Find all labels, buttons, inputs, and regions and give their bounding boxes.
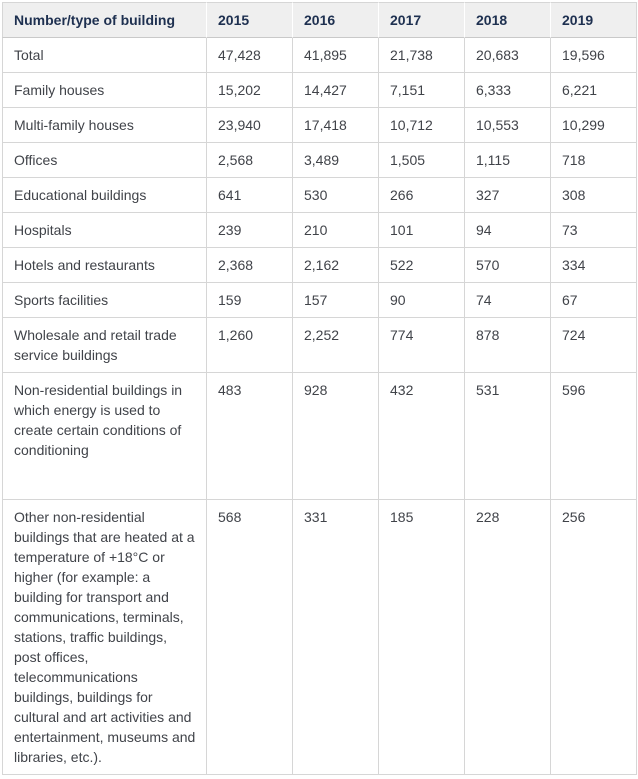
value-cell: 2,368	[207, 248, 293, 283]
row-label: Wholesale and retail trade service build…	[2, 318, 207, 373]
table-body: Total 47,428 41,895 21,738 20,683 19,596 Famil…	[2, 38, 637, 775]
value-cell: 928	[293, 373, 379, 500]
table-row: Total 47,428 41,895 21,738 20,683 19,596	[2, 38, 637, 73]
value-cell: 23,940	[207, 108, 293, 143]
value-cell: 596	[551, 373, 637, 500]
value-cell: 256	[551, 500, 637, 775]
table-row: Other non-residential buildings that are…	[2, 500, 637, 775]
value-cell: 2,252	[293, 318, 379, 373]
table-row: Multi-family houses 23,940 17,418 10,712 10,…	[2, 108, 637, 143]
table-row: Offices 2,568 3,489 1,505 1,115 718	[2, 143, 637, 178]
row-label: Hotels and restaurants	[2, 248, 207, 283]
header-cell-2017: 2017	[379, 2, 465, 38]
table-row: Educational buildings 641 530 266 327 308	[2, 178, 637, 213]
value-cell: 6,221	[551, 73, 637, 108]
row-label: Sports facilities	[2, 283, 207, 318]
value-cell: 2,162	[293, 248, 379, 283]
table-row: Non-residential buildings in which energ…	[2, 373, 637, 500]
table-row: Family houses 15,202 14,427 7,151 6,333 6,221	[2, 73, 637, 108]
header-cell-2019: 2019	[551, 2, 637, 38]
value-cell: 483	[207, 373, 293, 500]
value-cell: 331	[293, 500, 379, 775]
header-cell-2016: 2016	[293, 2, 379, 38]
value-cell: 3,489	[293, 143, 379, 178]
value-cell: 334	[551, 248, 637, 283]
value-cell: 718	[551, 143, 637, 178]
value-cell: 10,553	[465, 108, 551, 143]
value-cell: 10,299	[551, 108, 637, 143]
value-cell: 568	[207, 500, 293, 775]
table-header: Number/type of building 2015 2016 2017 2…	[2, 2, 637, 38]
value-cell: 17,418	[293, 108, 379, 143]
value-cell: 15,202	[207, 73, 293, 108]
value-cell: 2,568	[207, 143, 293, 178]
row-label: Multi-family houses	[2, 108, 207, 143]
header-cell-building-type: Number/type of building	[2, 2, 207, 38]
value-cell: 724	[551, 318, 637, 373]
value-cell: 94	[465, 213, 551, 248]
header-cell-2018: 2018	[465, 2, 551, 38]
value-cell: 90	[379, 283, 465, 318]
row-label: Offices	[2, 143, 207, 178]
header-cell-2015: 2015	[207, 2, 293, 38]
value-cell: 239	[207, 213, 293, 248]
value-cell: 570	[465, 248, 551, 283]
value-cell: 101	[379, 213, 465, 248]
row-label: Other non-residential buildings that are…	[2, 500, 207, 775]
header-row: Number/type of building 2015 2016 2017 2…	[2, 2, 637, 38]
row-label: Family houses	[2, 73, 207, 108]
value-cell: 6,333	[465, 73, 551, 108]
row-label: Educational buildings	[2, 178, 207, 213]
value-cell: 7,151	[379, 73, 465, 108]
value-cell: 157	[293, 283, 379, 318]
value-cell: 531	[465, 373, 551, 500]
value-cell: 432	[379, 373, 465, 500]
value-cell: 1,260	[207, 318, 293, 373]
value-cell: 73	[551, 213, 637, 248]
value-cell: 20,683	[465, 38, 551, 73]
value-cell: 21,738	[379, 38, 465, 73]
value-cell: 10,712	[379, 108, 465, 143]
value-cell: 41,895	[293, 38, 379, 73]
row-label: Total	[2, 38, 207, 73]
value-cell: 185	[379, 500, 465, 775]
table-row: Hospitals 239 210 101 94 73	[2, 213, 637, 248]
value-cell: 878	[465, 318, 551, 373]
value-cell: 522	[379, 248, 465, 283]
value-cell: 327	[465, 178, 551, 213]
table-row: Hotels and restaurants 2,368 2,162 522 570 33…	[2, 248, 637, 283]
value-cell: 641	[207, 178, 293, 213]
value-cell: 308	[551, 178, 637, 213]
value-cell: 74	[465, 283, 551, 318]
value-cell: 1,115	[465, 143, 551, 178]
table-row: Sports facilities 159 157 90 74 67	[2, 283, 637, 318]
value-cell: 266	[379, 178, 465, 213]
table-row: Wholesale and retail trade service build…	[2, 318, 637, 373]
value-cell: 47,428	[207, 38, 293, 73]
value-cell: 774	[379, 318, 465, 373]
value-cell: 159	[207, 283, 293, 318]
value-cell: 19,596	[551, 38, 637, 73]
value-cell: 67	[551, 283, 637, 318]
value-cell: 530	[293, 178, 379, 213]
value-cell: 210	[293, 213, 379, 248]
value-cell: 14,427	[293, 73, 379, 108]
value-cell: 1,505	[379, 143, 465, 178]
row-label: Hospitals	[2, 213, 207, 248]
value-cell: 228	[465, 500, 551, 775]
row-label: Non-residential buildings in which energ…	[2, 373, 207, 500]
